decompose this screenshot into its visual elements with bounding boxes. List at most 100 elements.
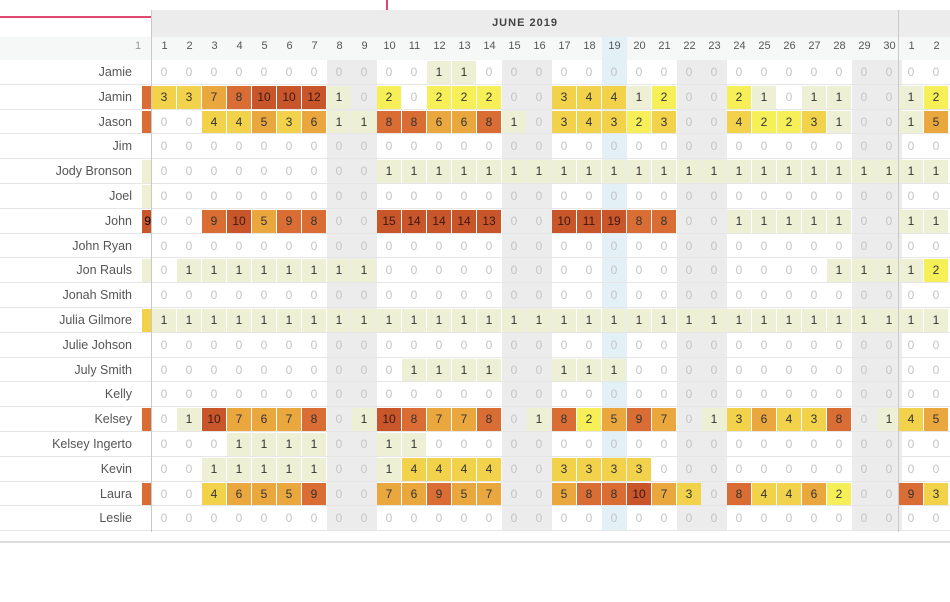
heatmap-cell[interactable]: 0	[410, 238, 418, 253]
heatmap-cell[interactable]: 6	[427, 110, 451, 134]
heatmap-cell[interactable]: 1	[327, 259, 351, 283]
heatmap-cell[interactable]: 0	[835, 65, 843, 79]
heatmap-cell[interactable]: 7	[452, 408, 476, 431]
heatmap-cell[interactable]: 0	[710, 263, 718, 278]
heatmap-cell[interactable]: 0	[907, 288, 915, 303]
heatmap-cell[interactable]: 0	[710, 511, 718, 526]
heatmap-cell[interactable]: 0	[735, 362, 743, 377]
heatmap-cell[interactable]: 0	[860, 437, 868, 451]
heatmap-cell[interactable]: 0	[510, 511, 518, 526]
heatmap-cell[interactable]: 7	[652, 482, 676, 506]
heatmap-cell[interactable]: 0	[932, 288, 940, 303]
heatmap-cell[interactable]: 0	[735, 189, 743, 203]
heatmap-cell[interactable]: 0	[585, 139, 593, 154]
heatmap-cell[interactable]: 2	[777, 110, 801, 134]
heatmap-cell[interactable]: 0	[710, 288, 718, 303]
heatmap-cell[interactable]: 9	[202, 209, 226, 233]
heatmap-cell[interactable]: 0	[710, 461, 718, 476]
heatmap-cell[interactable]: 1	[352, 309, 376, 332]
heatmap-cell[interactable]: 0	[685, 387, 693, 402]
heatmap-cell[interactable]: 0	[907, 189, 915, 203]
heatmap-cell[interactable]: 0	[585, 288, 593, 303]
heatmap-cell[interactable]: 0	[260, 288, 268, 303]
heatmap-cell[interactable]: 0	[932, 387, 940, 402]
heatmap-cell[interactable]: 0	[560, 189, 568, 203]
heatmap-cell[interactable]: 0	[760, 288, 768, 303]
heatmap-cell[interactable]: 0	[410, 511, 418, 526]
heatmap-cell[interactable]: 0	[860, 486, 868, 501]
person-name[interactable]: Jody Bronson	[55, 164, 132, 179]
heatmap-cell[interactable]: 0	[510, 238, 518, 253]
heatmap-cell[interactable]: 1	[899, 309, 923, 332]
heatmap-cell[interactable]: 1	[277, 457, 301, 481]
heatmap-cell[interactable]: 0	[885, 89, 893, 104]
heatmap-cell[interactable]: 0	[932, 238, 940, 253]
heatmap-cell[interactable]: 0	[485, 65, 493, 79]
heatmap-cell[interactable]: 2	[577, 408, 601, 431]
heatmap-cell[interactable]: 5	[277, 482, 301, 506]
heatmap-cell[interactable]: 0	[635, 387, 643, 402]
heatmap-cell[interactable]: 1	[827, 209, 851, 233]
heatmap-cell[interactable]: 0	[835, 362, 843, 377]
heatmap-cell[interactable]: 1	[752, 209, 776, 233]
heatmap-cell[interactable]: 0	[185, 387, 193, 402]
heatmap-cell[interactable]: 0	[835, 238, 843, 253]
heatmap-cell[interactable]: 0	[710, 337, 718, 352]
heatmap-cell[interactable]: 0	[660, 362, 668, 377]
heatmap-cell[interactable]: 0	[735, 288, 743, 303]
heatmap-cell[interactable]: 0	[860, 139, 868, 154]
heatmap-cell[interactable]: 0	[535, 288, 543, 303]
heatmap-cell[interactable]: 0	[535, 486, 543, 501]
heatmap-cell[interactable]: 0	[260, 362, 268, 377]
heatmap-cell[interactable]: 2	[924, 259, 948, 283]
heatmap-cell[interactable]: 0	[685, 412, 693, 427]
heatmap-cell[interactable]: 0	[285, 337, 293, 352]
heatmap-cell[interactable]: 0	[932, 189, 940, 203]
heatmap-cell[interactable]: 1	[577, 160, 601, 183]
heatmap-cell[interactable]: 0	[610, 65, 618, 79]
heatmap-cell[interactable]: 0	[360, 65, 368, 79]
heatmap-cell[interactable]: 10	[552, 209, 576, 233]
heatmap-cell[interactable]: 0	[560, 263, 568, 278]
heatmap-cell[interactable]: 0	[410, 65, 418, 79]
heatmap-cell[interactable]: 0	[310, 65, 318, 79]
heatmap-cell[interactable]: 0	[835, 437, 843, 451]
heatmap-cell[interactable]: 6	[302, 110, 326, 134]
heatmap-cell[interactable]: 0	[210, 139, 218, 154]
heatmap-cell[interactable]: 0	[835, 189, 843, 203]
heatmap-cell[interactable]: 4	[899, 408, 923, 431]
heatmap-cell[interactable]: 0	[535, 114, 543, 129]
heatmap-cell[interactable]: 1	[802, 209, 826, 233]
heatmap-cell[interactable]: 3	[677, 482, 701, 506]
heatmap-cell[interactable]: 0	[860, 387, 868, 402]
heatmap-cell[interactable]: 7	[202, 85, 226, 109]
heatmap-cell[interactable]: 1	[277, 433, 301, 456]
heatmap-cell[interactable]: 3	[727, 408, 751, 431]
heatmap-cell[interactable]: 0	[510, 337, 518, 352]
heatmap-cell[interactable]: 0	[335, 362, 343, 377]
heatmap-cell[interactable]: 9	[427, 482, 451, 506]
heatmap-cell[interactable]: 0	[460, 263, 468, 278]
heatmap-cell[interactable]: 0	[285, 164, 293, 179]
heatmap-cell[interactable]: 2	[377, 85, 401, 109]
heatmap-cell[interactable]: 0	[335, 139, 343, 154]
heatmap-cell[interactable]: 14	[402, 209, 426, 233]
heatmap-cell[interactable]: 0	[485, 437, 493, 451]
heatmap-cell[interactable]: 1	[802, 309, 826, 332]
heatmap-cell[interactable]: 1	[527, 408, 551, 431]
heatmap-cell[interactable]: 13	[477, 209, 501, 233]
heatmap-cell[interactable]: 8	[552, 408, 576, 431]
heatmap-cell[interactable]: 0	[360, 189, 368, 203]
heatmap-cell[interactable]: 0	[585, 263, 593, 278]
heatmap-cell[interactable]: 0	[510, 387, 518, 402]
heatmap-cell[interactable]: 0	[185, 362, 193, 377]
heatmap-cell[interactable]: 4	[727, 110, 751, 134]
heatmap-cell[interactable]: 1	[502, 309, 526, 332]
heatmap-cell[interactable]: 0	[907, 65, 915, 79]
heatmap-cell[interactable]: 0	[810, 288, 818, 303]
heatmap-cell[interactable]: 0	[510, 288, 518, 303]
heatmap-cell[interactable]: 0	[760, 511, 768, 526]
heatmap-cell[interactable]: 0	[260, 511, 268, 526]
person-name[interactable]: Kelsey Ingerto	[52, 437, 132, 451]
heatmap-cell[interactable]: 0	[335, 511, 343, 526]
